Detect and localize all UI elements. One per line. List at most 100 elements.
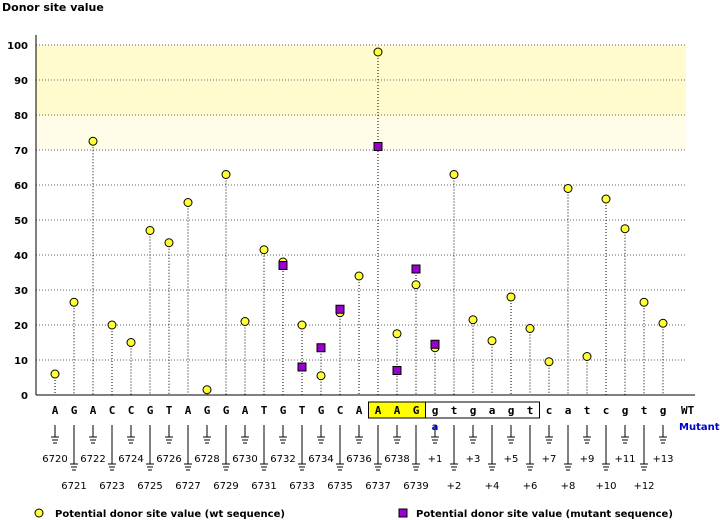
position-marker <box>507 425 515 444</box>
sequence-base: A <box>185 404 192 417</box>
sequence-base: C <box>109 404 116 417</box>
sequence-base: a <box>489 404 496 417</box>
mutant-point <box>392 366 402 375</box>
position-label: +7 <box>542 454 557 465</box>
position-marker <box>640 425 648 471</box>
position-label: 6721 <box>61 481 86 492</box>
sequence-base: G <box>413 404 420 417</box>
y-tick-label: 90 <box>14 76 28 87</box>
sequence-base: G <box>223 404 230 417</box>
position-label: +12 <box>633 481 654 492</box>
y-tick-label: 80 <box>14 111 28 122</box>
mutant-point <box>316 343 326 353</box>
position-label: +2 <box>447 481 462 492</box>
position-label: +1 <box>428 454 443 465</box>
sequence-base: t <box>451 404 458 417</box>
mutant-point <box>373 142 383 151</box>
wt-point <box>50 369 60 379</box>
sequence-base: c <box>603 404 610 417</box>
y-tick-label: 60 <box>14 181 28 192</box>
mutant-point <box>297 362 307 372</box>
position-label: 6735 <box>327 481 352 492</box>
position-marker <box>602 425 610 471</box>
wt-point <box>639 297 649 307</box>
intron-box <box>425 401 540 419</box>
position-marker <box>526 425 534 471</box>
wt-point <box>202 385 212 395</box>
position-marker <box>298 425 306 471</box>
wt-point <box>601 194 611 204</box>
position-marker <box>222 425 230 471</box>
position-label: +8 <box>561 481 576 492</box>
position-marker <box>374 425 382 471</box>
sequence-base: g <box>470 404 477 417</box>
position-label: 6738 <box>384 454 409 465</box>
band-faint <box>36 115 686 150</box>
position-label: +11 <box>614 454 635 465</box>
sequence-base: G <box>147 404 154 417</box>
position-marker <box>51 425 59 444</box>
sequence-base: t <box>527 404 534 417</box>
wt-point <box>468 315 478 325</box>
position-label: 6726 <box>156 454 181 465</box>
sequence-base: C <box>128 404 135 417</box>
wt-point <box>88 136 98 146</box>
legend-mutant-label: Potential donor site value (mutant seque… <box>416 509 673 520</box>
sequence-base: G <box>204 404 211 417</box>
mutant-point <box>430 339 440 349</box>
position-marker <box>184 425 192 471</box>
sequence-base: t <box>641 404 648 417</box>
wt-point <box>487 336 497 346</box>
position-label: 6730 <box>232 454 257 465</box>
mutant-row-label: Mutant <box>679 422 720 433</box>
position-marker <box>431 425 439 444</box>
sequence-base: A <box>242 404 249 417</box>
sequence-base: a <box>565 404 572 417</box>
position-label: 6725 <box>137 481 162 492</box>
sequence-base: G <box>71 404 78 417</box>
sequence-base: A <box>394 404 401 417</box>
y-axis-label: Donor site value <box>2 1 104 14</box>
wt-point <box>658 318 668 328</box>
mutant-point <box>335 304 345 314</box>
position-marker <box>108 425 116 471</box>
sequence-base: g <box>622 404 629 417</box>
position-label: +13 <box>652 454 673 465</box>
position-label: +4 <box>485 481 500 492</box>
y-tick-label: 40 <box>14 251 28 262</box>
wt-point <box>544 357 554 367</box>
position-marker <box>393 425 401 444</box>
position-label: +3 <box>466 454 481 465</box>
position-marker <box>89 425 97 444</box>
sequence-base: A <box>90 404 97 417</box>
position-label: 6727 <box>175 481 200 492</box>
position-marker <box>412 425 420 471</box>
position-marker <box>146 425 154 471</box>
position-label: 6736 <box>346 454 371 465</box>
wt-point <box>107 320 117 330</box>
position-label: 6729 <box>213 481 238 492</box>
wt-point <box>126 338 136 347</box>
sequence-base: T <box>166 404 173 417</box>
position-label: 6737 <box>365 481 390 492</box>
y-tick-label: 0 <box>21 391 28 402</box>
position-label: 6739 <box>403 481 428 492</box>
sequence-base: A <box>52 404 59 417</box>
position-marker <box>355 425 363 444</box>
sequence-base: A <box>375 404 382 417</box>
position-label: +5 <box>504 454 519 465</box>
position-label: +9 <box>580 454 595 465</box>
wt-point <box>525 324 535 333</box>
position-marker <box>165 425 173 444</box>
position-label: 6731 <box>251 481 276 492</box>
position-marker <box>583 425 591 444</box>
sequence-base: T <box>299 404 306 417</box>
position-label: 6733 <box>289 481 314 492</box>
sequence-base: g <box>660 404 667 417</box>
wt-point <box>506 292 516 302</box>
position-label: 6728 <box>194 454 219 465</box>
wt-point <box>297 320 307 330</box>
mutant-point <box>411 264 421 274</box>
wt-point <box>69 297 79 307</box>
